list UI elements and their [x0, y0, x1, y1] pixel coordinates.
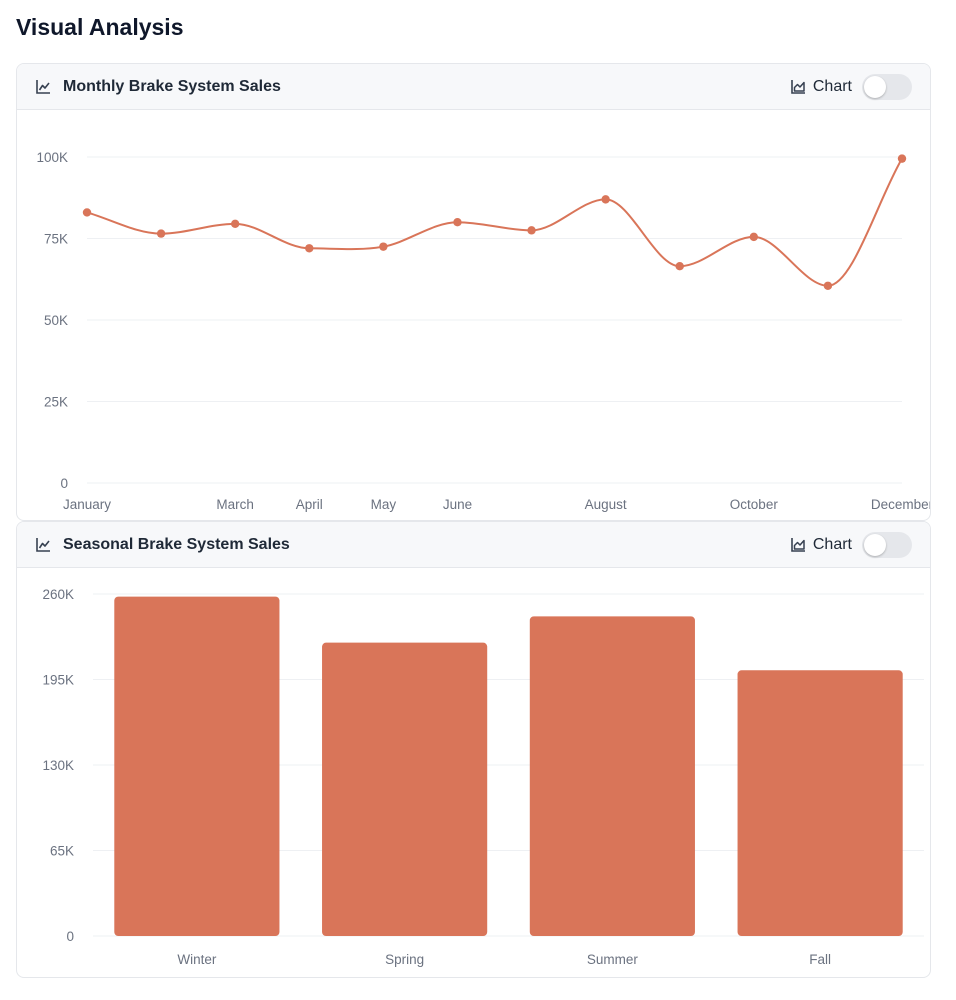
monthly-line-chart: 0 25K 50K 75K 100K January March April May June Au…: [36, 150, 930, 512]
card-title: Monthly Brake System Sales: [63, 77, 281, 95]
toggle-knob: [864, 533, 886, 556]
line-chart-icon: [35, 78, 52, 95]
chart-toggle-text: Chart: [812, 535, 852, 553]
y-tick-label: 130K: [42, 758, 74, 773]
seasonal-sales-card: Seasonal Brake System Sales Chart 0 65K 13…: [16, 521, 931, 978]
x-tick-label: Fall: [809, 952, 831, 967]
y-tick-label: 260K: [42, 587, 74, 602]
y-tick-label: 0: [60, 476, 68, 491]
y-tick-label: 0: [66, 929, 74, 944]
x-tick-label: Winter: [177, 952, 217, 967]
x-tick-label: October: [730, 497, 779, 512]
y-tick-label: 100K: [36, 150, 68, 165]
data-point: [230, 219, 240, 229]
seasonal-bar-chart: 0 65K 130K 195K 260K Winter Spring Summer Fall: [42, 587, 924, 967]
series-line: [86, 158, 903, 287]
monthly-sales-card: Monthly Brake System Sales Chart 0 25K 50K…: [16, 63, 931, 521]
data-point: [305, 244, 314, 253]
card-title: Seasonal Brake System Sales: [63, 535, 290, 553]
x-tick-label: March: [216, 497, 254, 512]
x-tick-label: April: [296, 497, 323, 512]
bar-summer: [529, 616, 695, 936]
chart-toggle-label: Chart: [790, 78, 852, 96]
data-point: [897, 154, 907, 163]
data-point: [453, 218, 462, 227]
bar-fall: [737, 670, 903, 936]
chart-toggle-text: Chart: [812, 77, 852, 95]
x-tick-label: June: [443, 497, 472, 512]
bar-spring: [322, 642, 488, 936]
line-chart-icon: [35, 536, 52, 553]
bar-winter: [114, 596, 280, 936]
y-tick-label: 65K: [50, 844, 74, 859]
chart-toggle-label: Chart: [790, 536, 852, 554]
page-title: Visual Analysis: [16, 14, 184, 40]
area-chart-icon: [790, 78, 807, 95]
chart-toggle-switch[interactable]: [862, 531, 912, 558]
x-tick-label: Spring: [385, 952, 424, 967]
area-chart-icon: [790, 536, 807, 553]
x-tick-label: August: [585, 497, 627, 512]
data-point: [823, 281, 833, 290]
data-point: [601, 195, 610, 204]
x-tick-label: December: [871, 497, 930, 512]
data-point: [379, 242, 388, 251]
chart-toggle-switch[interactable]: [862, 73, 912, 100]
y-tick-label: 195K: [42, 673, 74, 688]
data-point: [749, 232, 759, 242]
data-point: [675, 262, 684, 271]
card-header: Monthly Brake System Sales Chart: [17, 64, 930, 110]
x-tick-label: May: [371, 497, 397, 512]
toggle-knob: [864, 75, 886, 98]
card-header: Seasonal Brake System Sales Chart: [17, 522, 930, 568]
data-point: [527, 226, 536, 235]
data-point: [82, 208, 92, 217]
y-tick-label: 75K: [44, 232, 68, 247]
data-point: [156, 229, 166, 238]
x-tick-label: Summer: [587, 952, 639, 967]
x-tick-label: January: [63, 497, 111, 512]
y-tick-label: 50K: [44, 313, 68, 328]
y-tick-label: 25K: [44, 395, 68, 410]
